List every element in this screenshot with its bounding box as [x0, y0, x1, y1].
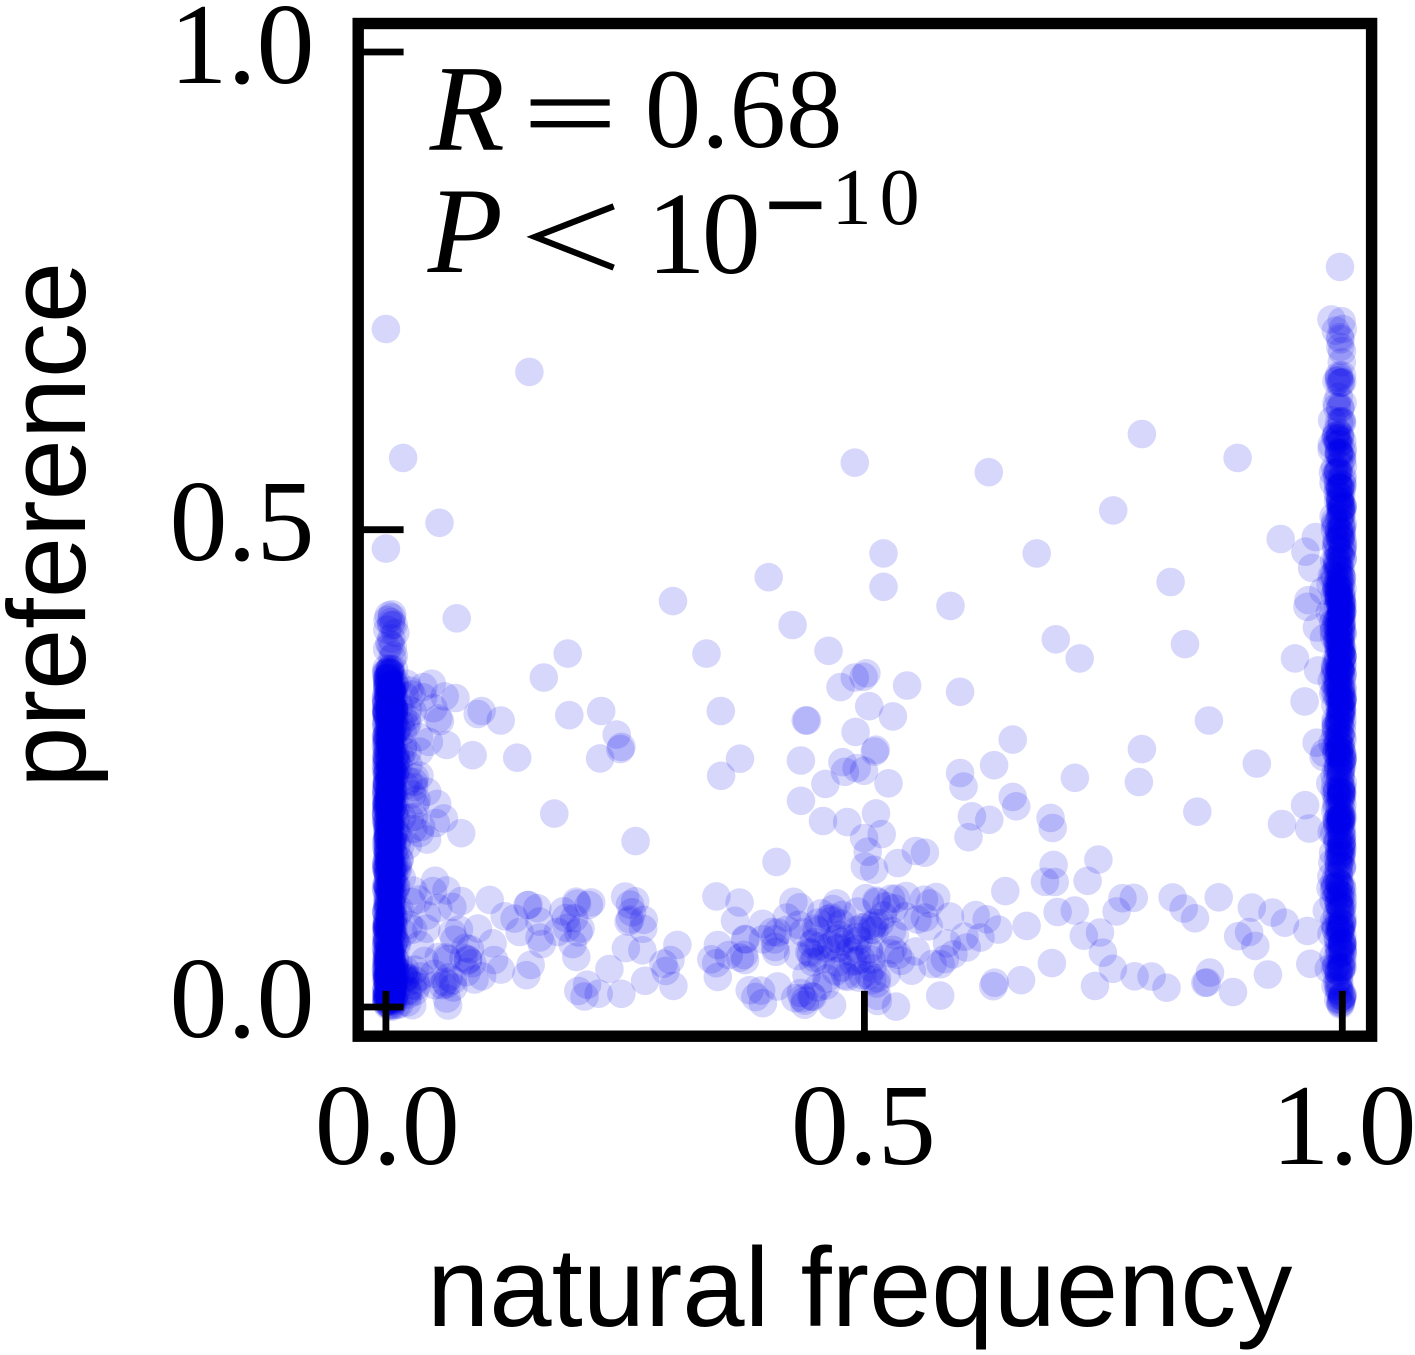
svg-text:0.5: 0.5 [791, 1062, 936, 1190]
svg-text:0.0: 0.0 [315, 1062, 460, 1190]
svg-text:10: 10 [647, 168, 757, 299]
svg-text:1.0: 1.0 [1272, 1062, 1415, 1190]
svg-text:0.68: 0.68 [645, 47, 843, 172]
svg-text:0.0: 0.0 [170, 935, 315, 1063]
svg-text:10: 10 [832, 154, 928, 242]
svg-text:P: P [427, 162, 503, 299]
svg-text:0.5: 0.5 [170, 458, 315, 586]
svg-text:1.0: 1.0 [170, 0, 315, 109]
svg-text:natural frequency: natural frequency [427, 1225, 1292, 1350]
svg-text:R: R [429, 40, 505, 177]
svg-text:preference: preference [0, 262, 109, 788]
